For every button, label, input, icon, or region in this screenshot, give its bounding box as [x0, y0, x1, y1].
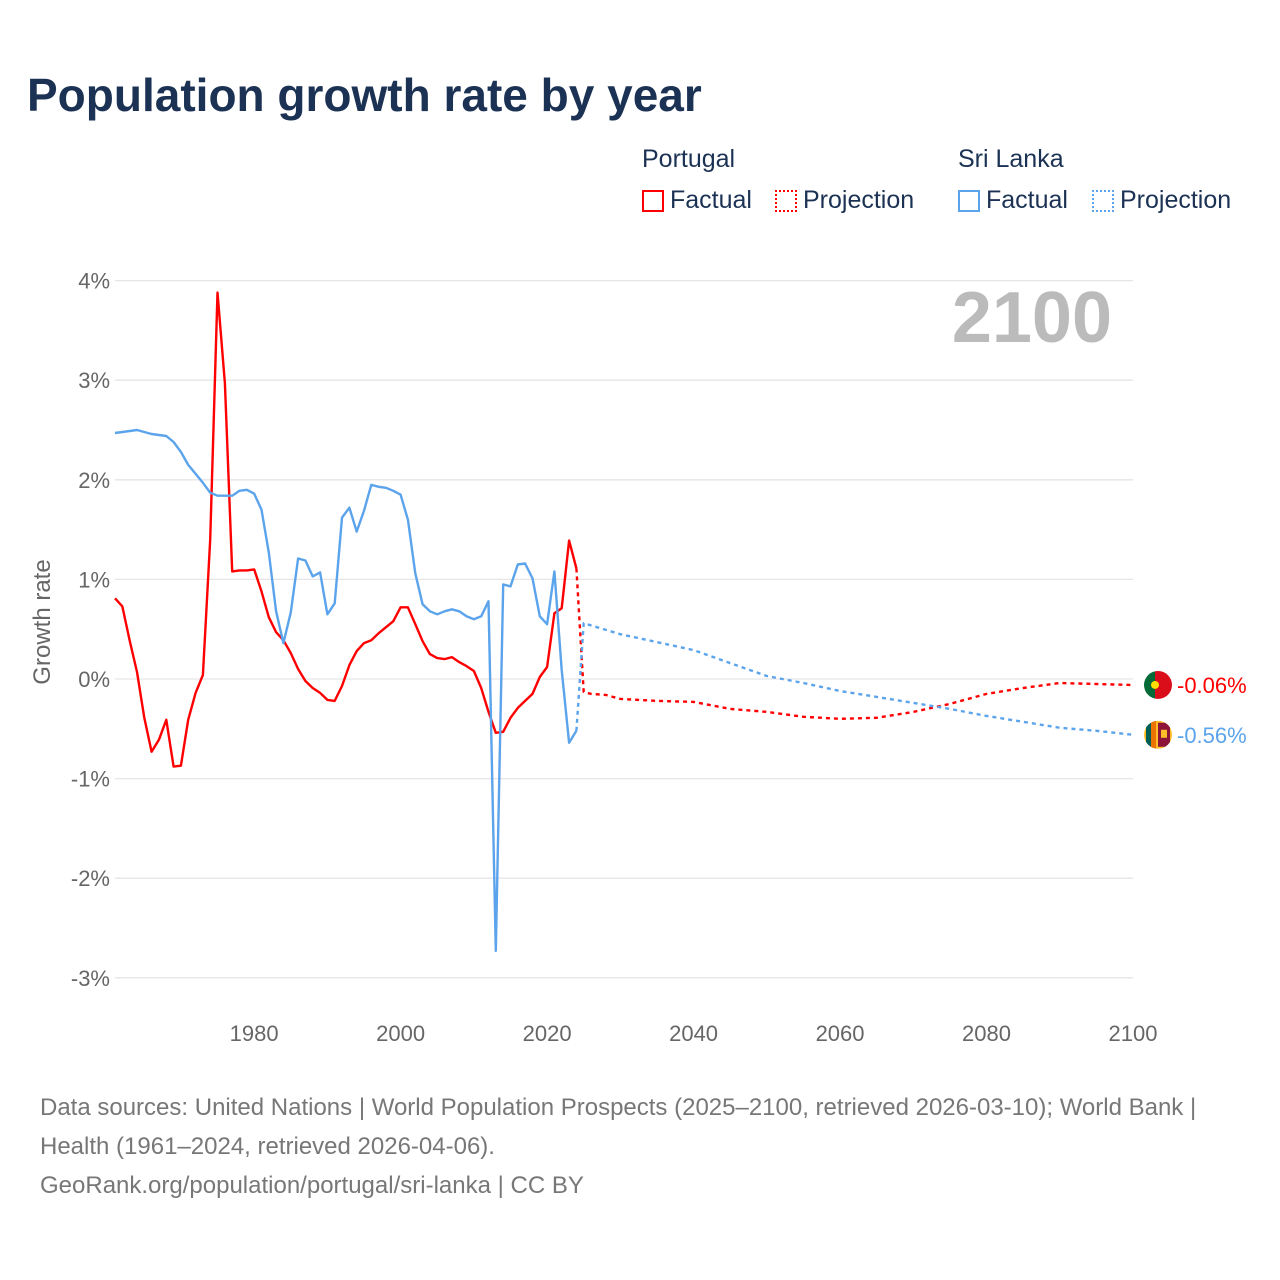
- solid-swatch-icon: [642, 189, 664, 212]
- y-tick-label: -3%: [71, 966, 110, 991]
- x-tick-label: 2040: [669, 1021, 718, 1046]
- y-axis-label: Growth rate: [29, 559, 56, 684]
- series-line-sri-lanka-projection: [575, 622, 1134, 736]
- legend-portugal-projection[interactable]: Projection: [775, 186, 914, 215]
- legend-sri-lanka-factual[interactable]: Factual: [958, 186, 1068, 215]
- footer: Data sources: United Nations | World Pop…: [40, 1088, 1240, 1205]
- x-tick-label: 2060: [816, 1021, 865, 1046]
- legend-portugal-factual[interactable]: Factual: [642, 186, 752, 215]
- solid-swatch-icon: [958, 189, 980, 212]
- x-tick-label: 2000: [376, 1021, 425, 1046]
- series-line-portugal-projection: [575, 568, 1134, 720]
- end-value-label: -0.56%: [1177, 723, 1247, 748]
- series-line-portugal-factual: [114, 291, 578, 768]
- y-tick-label: 3%: [78, 368, 110, 393]
- dotted-swatch-icon: [775, 189, 797, 212]
- legend-label: Factual: [670, 186, 752, 214]
- y-tick-label: 2%: [78, 468, 110, 493]
- legend-label: Factual: [986, 186, 1068, 214]
- credit-link[interactable]: GeoRank.org/population/portugal/sri-lank…: [40, 1172, 584, 1199]
- flag-emblem: [1151, 680, 1159, 689]
- chart-title: Population growth rate by year: [27, 69, 702, 121]
- sri-lanka-flag-icon: [1144, 720, 1172, 749]
- flag-lion: [1161, 729, 1167, 738]
- portugal-flag-icon: [1144, 670, 1172, 699]
- y-tick-label: -2%: [71, 866, 110, 891]
- flag-green: [1144, 670, 1155, 699]
- flag: [1144, 670, 1172, 699]
- x-tick-label: 2020: [523, 1021, 572, 1046]
- y-tick-label: 0%: [78, 667, 110, 692]
- x-tick-label: 2100: [1109, 1021, 1158, 1046]
- y-tick-label: 1%: [78, 567, 110, 592]
- legend-label: Projection: [1120, 186, 1232, 214]
- y-tick-label: -1%: [71, 767, 110, 792]
- flag-red: [1155, 670, 1172, 699]
- flag: [1144, 720, 1172, 749]
- y-tick-label: 4%: [78, 269, 110, 294]
- x-tick-label: 1980: [230, 1021, 279, 1046]
- series-line-sri-lanka-factual: [114, 428, 578, 953]
- x-tick-label: 2080: [962, 1021, 1011, 1046]
- legend-sri-lanka-projection[interactable]: Projection: [1092, 186, 1231, 215]
- year-watermark: 2100: [952, 278, 1112, 358]
- legend-group-sri-lanka: Sri Lanka: [958, 145, 1064, 173]
- end-value-label: -0.06%: [1177, 673, 1247, 698]
- flag-green: [1146, 720, 1151, 749]
- data-sources: Data sources: United Nations | World Pop…: [40, 1094, 1197, 1160]
- line-chart: 4% 3% 2% 1% 0% -1% -2% -3% 1980 2000 2020 2040 2060 2…: [29, 269, 1247, 1046]
- legend-label: Projection: [803, 186, 915, 214]
- flag-orange: [1151, 720, 1156, 749]
- dotted-swatch-icon: [1092, 189, 1114, 212]
- legend-group-portugal: Portugal: [642, 145, 736, 173]
